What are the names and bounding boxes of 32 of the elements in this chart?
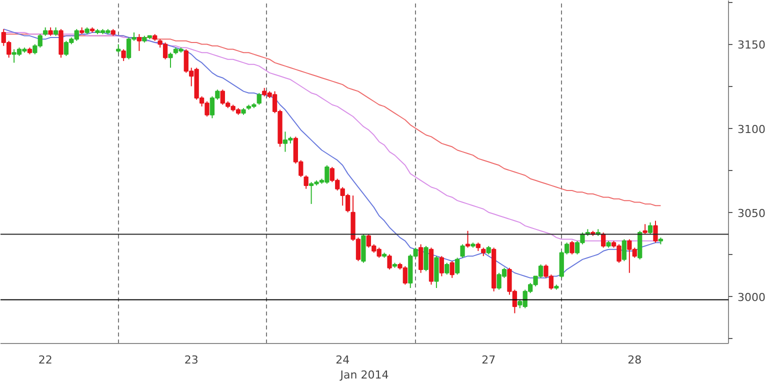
x-axis-title: Jan 2014 — [339, 368, 389, 382]
y-tick-label: 3100 — [738, 122, 766, 136]
x-tick-label: 27 — [482, 354, 496, 366]
candlestick — [642, 224, 648, 235]
candlestick — [465, 230, 470, 248]
candlestick — [455, 257, 460, 276]
candlestick — [570, 240, 574, 255]
x-tick-label: 28 — [628, 354, 642, 366]
candlestick — [424, 245, 428, 272]
candlestick — [439, 256, 444, 277]
candlestick — [58, 28, 64, 58]
y-tick-label: 3000 — [738, 290, 766, 304]
x-tick-label: 24 — [336, 354, 350, 366]
candlestick — [256, 92, 262, 106]
candlestick — [434, 256, 439, 289]
x-tick-label: 22 — [38, 354, 52, 366]
candlestick — [450, 260, 454, 278]
x-tick-label: 23 — [184, 354, 198, 366]
y-tick-label: 3050 — [738, 206, 766, 220]
candlestick — [304, 174, 308, 190]
candlestick — [653, 220, 658, 244]
candlestick — [444, 262, 450, 276]
candlestick — [418, 244, 424, 274]
candlestick — [136, 34, 142, 52]
candlestick — [121, 48, 126, 62]
candlestick — [622, 238, 627, 262]
candlestick — [168, 52, 173, 68]
candlestick — [648, 222, 653, 235]
candlestick — [601, 232, 606, 248]
candlestick — [387, 254, 392, 270]
y-tick-label: 3150 — [738, 38, 766, 52]
candlestick — [460, 244, 465, 258]
